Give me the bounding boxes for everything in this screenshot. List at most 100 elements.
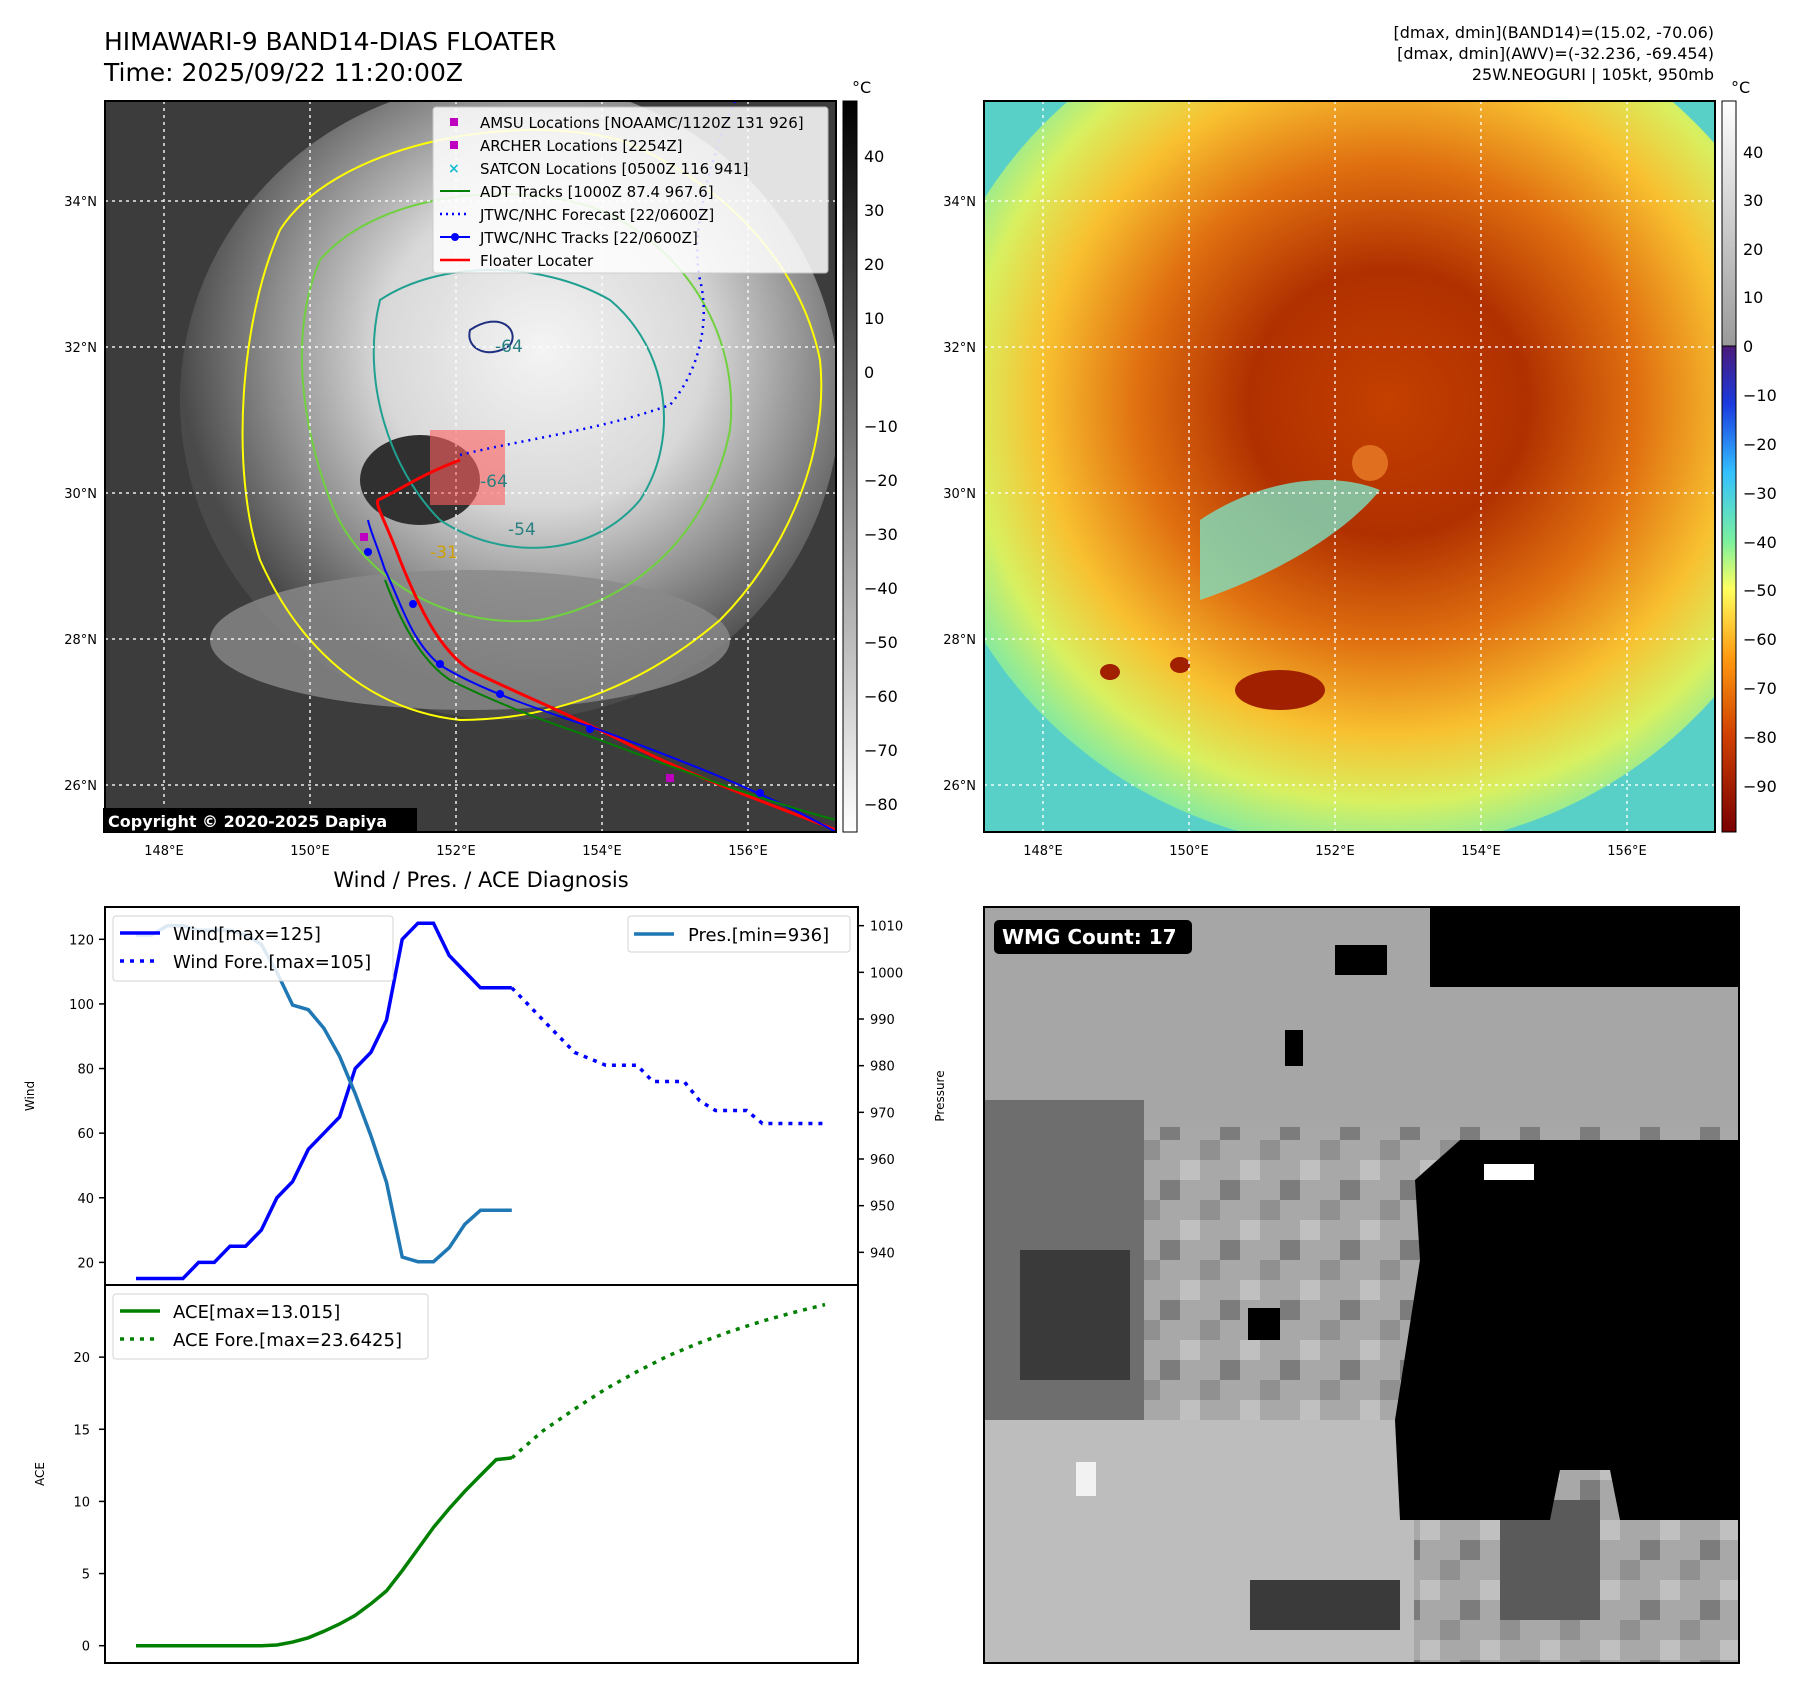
- ir-lat-ticks: 34°N 32°N 30°N 28°N 26°N: [64, 195, 97, 794]
- lon-tick: 152°E: [1315, 844, 1355, 859]
- legend-forecast: JTWC/NHC Forecast [22/0600Z]: [479, 206, 714, 224]
- legend-archer-marker: [450, 141, 458, 149]
- pressure-tick-label: 960: [870, 1153, 895, 1168]
- ace-legend: ACE[max=13.015] ACE Fore.[max=23.6425]: [112, 1293, 429, 1360]
- lon-tick: 156°E: [1607, 844, 1647, 859]
- adt-track: [384, 579, 836, 821]
- ace-tick-label: 20: [73, 1351, 90, 1366]
- navy-contour: [468, 320, 514, 354]
- ir-map-panel: -64 -64 -54 -31 AMSU Locations [NOAAMC/1…: [64, 78, 898, 859]
- wind-tick-label: 40: [77, 1192, 94, 1207]
- amsu-marker: [360, 533, 368, 541]
- wmg-black-small: [1248, 1308, 1280, 1340]
- track-point: [756, 789, 764, 797]
- colorbar-tick: 0: [864, 363, 874, 382]
- colorbar-tick: −80: [864, 795, 898, 814]
- colorbar-tick: −30: [1743, 484, 1777, 503]
- colorbar-tick: 20: [1743, 240, 1763, 259]
- wind-axis-label: Wind: [23, 1081, 37, 1111]
- wmg-black-region: [1395, 1140, 1739, 1520]
- wv-colorbar-lower: [1721, 345, 1737, 833]
- lat-tick: 26°N: [943, 779, 976, 794]
- colorbar-tick: 0: [1743, 337, 1753, 356]
- wv-cell: [1100, 664, 1120, 680]
- ace-axis-label: ACE: [33, 1462, 47, 1486]
- colorbar-tick: 10: [864, 309, 884, 328]
- jtwc-best-track: [367, 519, 836, 832]
- colorbar-tick: −20: [864, 471, 898, 490]
- stats-band14: [dmax, dmin](BAND14)=(15.02, -70.06): [1394, 23, 1715, 42]
- colorbar-tick: −10: [864, 417, 898, 436]
- pressure-legend: Pres.[min=936]: [627, 915, 851, 953]
- ace-y-ticks: 0 5 10 15 20: [73, 1351, 105, 1655]
- lon-tick: 148°E: [144, 844, 184, 859]
- lat-tick: 32°N: [64, 341, 97, 356]
- colorbar-tick: −90: [1743, 777, 1777, 796]
- lon-tick: 154°E: [582, 844, 622, 859]
- legend-amsu-marker: [450, 118, 458, 126]
- ir-frame: [104, 100, 837, 833]
- wv-eye: [1352, 445, 1388, 481]
- lat-tick: 32°N: [943, 341, 976, 356]
- lat-tick: 28°N: [943, 633, 976, 648]
- lat-tick: 34°N: [64, 195, 97, 210]
- lon-tick: 152°E: [436, 844, 476, 859]
- colorbar-tick: 40: [1743, 143, 1763, 162]
- colorbar-tick: 40: [864, 147, 884, 166]
- lon-tick: 150°E: [290, 844, 330, 859]
- colorbar-tick: −60: [864, 687, 898, 706]
- wind-tick-label: 20: [77, 1256, 94, 1271]
- pressure-tick-label: 1010: [870, 920, 903, 935]
- lon-tick: 156°E: [728, 844, 768, 859]
- pressure-tick-label: 940: [870, 1246, 895, 1261]
- pressure-tick-label: 1000: [870, 966, 903, 981]
- copyright-box: [103, 808, 417, 833]
- lat-tick: 30°N: [943, 487, 976, 502]
- ir-cloud-band: [210, 570, 730, 710]
- lon-tick: 148°E: [1023, 844, 1063, 859]
- contour-label: -64: [480, 472, 508, 492]
- pressure-tick-label: 990: [870, 1013, 895, 1028]
- teal-contour: [372, 269, 665, 549]
- ace-line: [136, 1456, 512, 1648]
- wmg-black-small: [1335, 945, 1387, 975]
- wmg-count-box: [994, 920, 1192, 954]
- ir-colorbar: [842, 100, 858, 833]
- colorbar-tick: −30: [864, 525, 898, 544]
- wmg-black-top: [1430, 907, 1739, 987]
- storm-info: 25W.NEOGURI | 105kt, 950mb: [1472, 65, 1714, 84]
- ace-chart: ACE 0 5 10 15 20 ACE[max=13.015] ACE Fore.[m…: [33, 1284, 859, 1664]
- figure-time: Time: 2025/09/22 11:20:00Z: [103, 58, 463, 87]
- contour-label: -54: [508, 520, 536, 540]
- lon-tick: 154°E: [1461, 844, 1501, 859]
- wind-line: [136, 921, 512, 1281]
- legend-ace: ACE[max=13.015]: [173, 1302, 340, 1323]
- lat-tick: 26°N: [64, 779, 97, 794]
- colorbar-tick: 30: [864, 201, 884, 220]
- colorbar-tick: −50: [1743, 581, 1777, 600]
- wv-lat-ticks: 34°N 32°N 30°N 28°N 26°N: [943, 195, 976, 794]
- legend-tracks-dot: [451, 233, 459, 241]
- wind-legend: Wind[max=125] Wind Fore.[max=105]: [112, 915, 394, 982]
- wmg-frame: [983, 906, 1740, 1664]
- lat-tick: 28°N: [64, 633, 97, 648]
- wv-colorbar-upper: [1721, 100, 1737, 347]
- wv-cell: [1170, 657, 1190, 673]
- colorbar-tick: −10: [1743, 386, 1777, 405]
- ir-colorbar-ticks: 40 30 20 10 0 −10 −20 −30 −40 −50 −60 −7…: [864, 147, 898, 814]
- ace-tick-label: 10: [73, 1495, 90, 1510]
- colorbar-tick: 20: [864, 255, 884, 274]
- legend-floater: Floater Locater: [480, 252, 594, 270]
- wv-lon-ticks: 148°E 150°E 152°E 154°E 156°E: [1023, 844, 1647, 859]
- copyright: Copyright © 2020-2025 Dapiya: [108, 812, 387, 831]
- colorbar-tick: 30: [1743, 191, 1763, 210]
- pressure-axis-label: Pressure: [933, 1070, 947, 1121]
- wv-gridlines: [984, 101, 1715, 832]
- pressure-y-ticks: 940 950 960 970 980 990 1000 1010: [858, 920, 903, 1261]
- legend-adt: ADT Tracks [1000Z 87.4 967.6]: [480, 183, 714, 201]
- wind-tick-label: 60: [77, 1127, 94, 1142]
- wmg-panel: WMG Count: 17: [983, 906, 1740, 1664]
- wv-colorbar-unit: °C: [1731, 78, 1750, 97]
- wmg-white-spot: [1076, 1462, 1096, 1496]
